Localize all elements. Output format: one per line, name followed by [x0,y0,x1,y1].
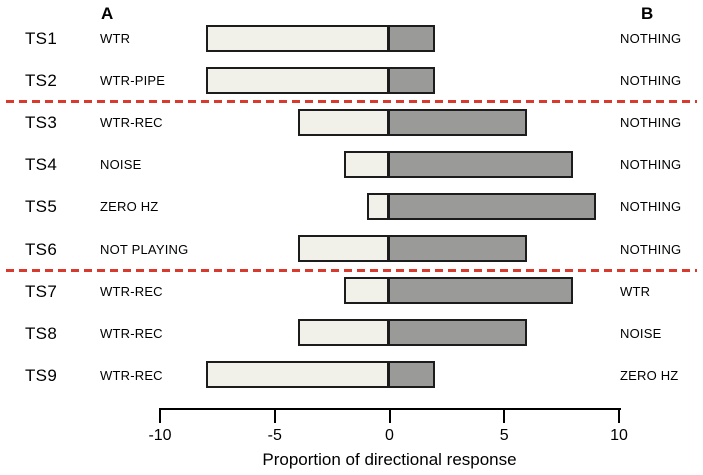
bar-toward-a [343,150,390,178]
bar-toward-a [366,192,390,220]
bar-toward-a [205,66,390,94]
trial-label: TS7 [25,281,58,301]
stimulus-b-label: NOTHING [620,115,682,131]
trial-label: TS8 [25,323,58,343]
bar-toward-b [387,108,528,136]
stimulus-a-label: ZERO HZ [100,199,159,215]
axis-tick-label: -5 [267,427,282,444]
trial-label: TS3 [25,113,58,133]
stimulus-a-label: WTR-REC [100,115,163,131]
stimulus-a-label: WTR-REC [100,367,163,383]
stimulus-a-label: WTR-PIPE [100,73,166,89]
axis-tick [273,408,276,423]
bar-toward-b [387,277,574,305]
stimulus-b-label: NOISE [620,325,662,341]
column-b-header: B [641,4,654,23]
stimulus-b-label: NOTHING [620,157,682,173]
trial-label: TS2 [25,71,58,91]
bar-toward-a [205,24,390,52]
axis-tick [618,408,620,423]
column-a-header: A [101,4,114,23]
stimulus-b-label: NOTHING [620,73,682,89]
stimulus-a-label: NOT PLAYING [100,241,189,257]
axis-tick-label: -10 [148,427,172,444]
stimulus-b-label: WTR [620,283,651,299]
bar-toward-b [387,192,597,220]
bar-toward-b [387,66,436,94]
bar-toward-b [387,24,436,52]
trial-label: TS6 [25,239,58,259]
trial-label: TS4 [25,155,58,175]
bar-toward-a [297,235,390,262]
stimulus-a-label: WTR-REC [100,283,163,299]
stimulus-b-label: NOTHING [620,199,682,215]
trial-label: TS1 [25,29,58,48]
group-separator [6,268,697,272]
trial-label: TS5 [25,197,58,217]
bar-toward-b [387,319,528,347]
bar-toward-a [297,108,390,136]
bar-toward-a [343,277,390,305]
stimulus-b-label: NOTHING [620,241,682,257]
axis-tick-label: 10 [610,427,628,444]
axis-tick-label: 0 [385,427,394,444]
axis-tick [159,408,161,423]
stimulus-a-label: NOISE [100,157,142,173]
bar-toward-a [297,319,390,347]
bar-toward-b [387,235,528,262]
bar-toward-b [387,150,574,178]
x-axis-line [160,408,621,410]
axis-tick [388,408,391,423]
stimulus-b-label: NOTHING [620,31,682,46]
axis-title: Proportion of directional response [262,450,517,469]
stimulus-b-label: ZERO HZ [620,367,679,383]
stimulus-a-label: WTR-REC [100,325,163,341]
group-separator [6,100,697,104]
stimulus-a-label: WTR [100,31,131,46]
axis-tick [503,408,506,423]
trial-label: TS9 [25,365,58,385]
bar-toward-b [387,361,436,389]
axis-tick-label: 5 [499,427,509,444]
bar-toward-a [205,361,390,389]
